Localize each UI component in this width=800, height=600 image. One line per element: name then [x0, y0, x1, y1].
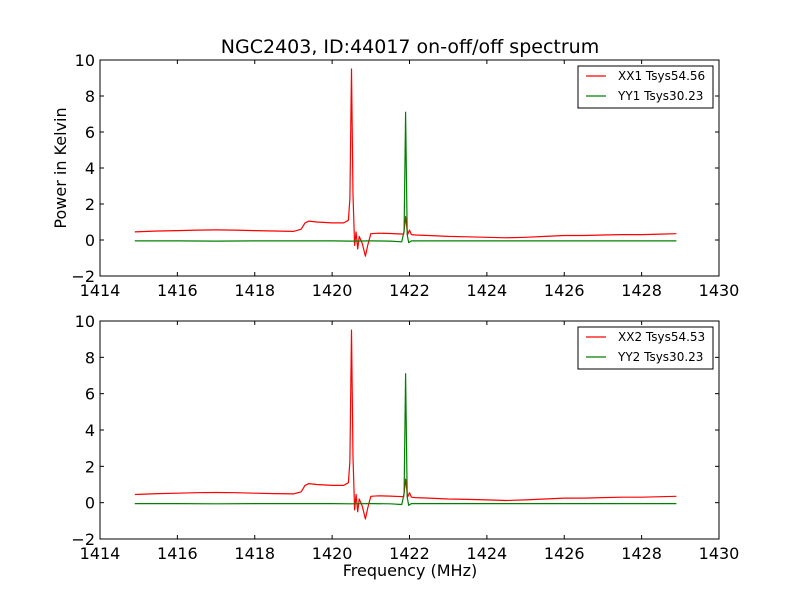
legend-label: YY2 Tsys30.23	[617, 350, 703, 364]
legend-label: YY1 Tsys30.23	[617, 89, 703, 103]
x-tick-label: 1424	[467, 544, 508, 563]
series-line-1	[134, 68, 677, 257]
y-tick-label: 4	[85, 159, 95, 178]
y-tick-label: −2	[71, 267, 95, 286]
x-tick-label: 1418	[234, 281, 275, 300]
x-tick-label: 1416	[157, 544, 198, 563]
x-tick-label: 1430	[699, 544, 740, 563]
x-tick-label: 1414	[80, 281, 121, 300]
y-tick-label: 8	[85, 87, 95, 106]
y-tick-label: 0	[85, 231, 95, 250]
x-tick-label: 1426	[544, 281, 585, 300]
y-tick-label: 10	[75, 312, 95, 331]
legend-box	[577, 326, 714, 370]
x-tick-label: 1422	[389, 281, 430, 300]
bottom-panel: 1414 1416 1418 1420 1422 1424 1426 1428 1430 −2 0 2…	[71, 312, 739, 563]
x-tick-label: 1428	[621, 544, 662, 563]
y-tick-label: 4	[85, 421, 95, 440]
x-tick-label: 1420	[312, 281, 353, 300]
series-line-2	[134, 373, 677, 506]
top-panel: 1414 1416 1418 1420 1422 1424 1426 1428 1430 −2 0 2…	[71, 51, 739, 300]
chart-title: NGC2403, ID:44017 on-off/off spectrum	[221, 36, 599, 58]
y-tick-label: 6	[85, 385, 95, 404]
y-tick-label: 2	[85, 195, 95, 214]
y-tick-label: 2	[85, 457, 95, 476]
legend-box	[577, 65, 714, 109]
x-tick-label: 1422	[389, 544, 430, 563]
x-tick-label: 1420	[312, 544, 353, 563]
x-tick-label: 1430	[699, 281, 740, 300]
x-tick-label: 1414	[80, 544, 121, 563]
x-axis-label: Frequency (MHz)	[343, 561, 477, 580]
legend-label: XX1 Tsys54.56	[618, 69, 705, 83]
x-tick-label: 1426	[544, 544, 585, 563]
y-tick-label: −2	[71, 530, 95, 549]
y-tick-label: 8	[85, 348, 95, 367]
x-tick-label: 1428	[621, 281, 662, 300]
x-tick-label: 1424	[467, 281, 508, 300]
y-tick-label: 10	[75, 51, 95, 70]
x-tick-label: 1418	[234, 544, 275, 563]
y-axis-label: Power in Kelvin	[51, 107, 70, 228]
series-line-1	[134, 329, 677, 520]
y-tick-label: 0	[85, 494, 95, 513]
y-tick-label: 6	[85, 123, 95, 142]
series-line-2	[134, 111, 677, 244]
x-tick-label: 1416	[157, 281, 198, 300]
legend-label: XX2 Tsys54.53	[618, 330, 705, 344]
